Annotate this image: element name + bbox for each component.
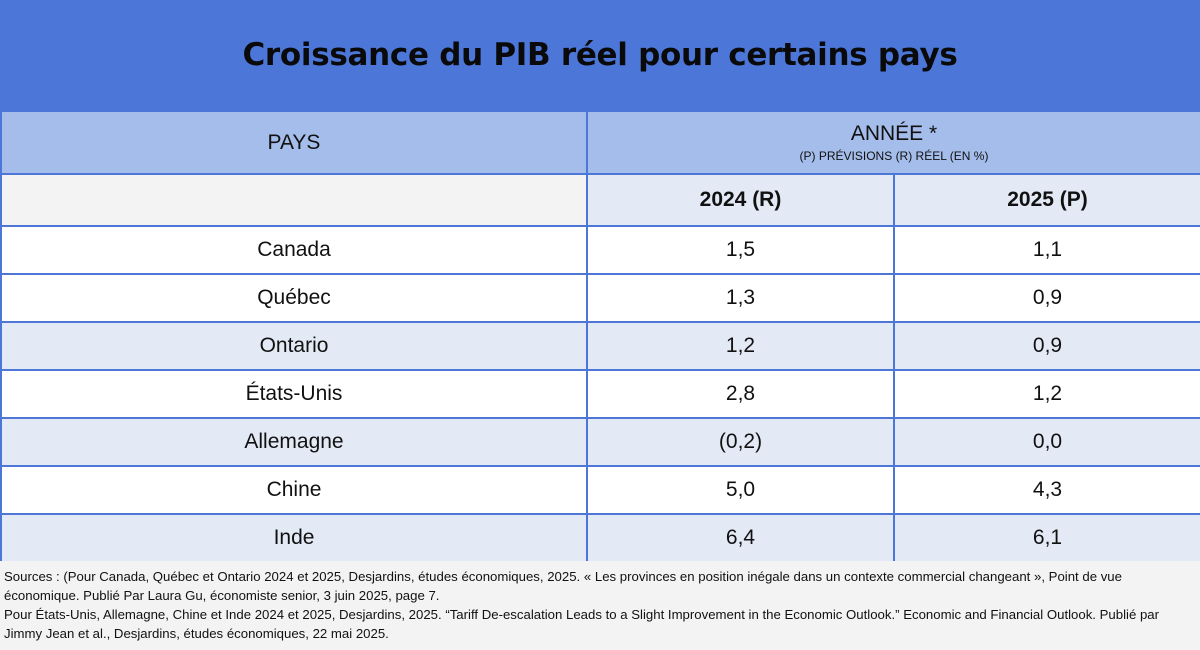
page-title: Croissance du PIB réel pour certains pay…	[242, 37, 958, 73]
column-header-2024: 2024 (R)	[586, 173, 895, 227]
country-cell: Inde	[0, 513, 588, 563]
value-2025-cell: 4,3	[892, 465, 1200, 515]
country-cell: Allemagne	[0, 417, 588, 467]
value-2024-cell: (0,2)	[586, 417, 895, 467]
table-row: Ontario 1,2 0,9	[0, 321, 1200, 371]
value-2024-cell: 1,3	[586, 273, 895, 323]
table-row: Chine 5,0 4,3	[0, 465, 1200, 515]
country-cell: États-Unis	[0, 369, 588, 419]
country-cell: Chine	[0, 465, 588, 515]
header-row: PAYS ANNÉE * (P) PRÉVISIONS (R) RÉEL (EN…	[0, 110, 1200, 175]
table-body: Canada 1,5 1,1 Québec 1,3 0,9 Ontario 1,…	[0, 225, 1200, 563]
table-row: Québec 1,3 0,9	[0, 273, 1200, 323]
value-2025-cell: 0,0	[892, 417, 1200, 467]
sources-paragraph-2: Pour États-Unis, Allemagne, Chine et Ind…	[4, 607, 1160, 641]
table-row: États-Unis 2,8 1,2	[0, 369, 1200, 419]
column-header-year-group: ANNÉE * (P) PRÉVISIONS (R) RÉEL (EN %)	[585, 110, 1200, 175]
table-row: Canada 1,5 1,1	[0, 225, 1200, 275]
column-header-2025: 2025 (P)	[892, 173, 1200, 227]
sources-note: Sources : (Pour Canada, Québec et Ontari…	[0, 561, 1200, 650]
value-2024-cell: 2,8	[586, 369, 895, 419]
gdp-table: PAYS ANNÉE * (P) PRÉVISIONS (R) RÉEL (EN…	[0, 110, 1200, 563]
blank-header-cell	[0, 173, 588, 227]
value-2025-cell: 1,2	[892, 369, 1200, 419]
table-row: Allemagne (0,2) 0,0	[0, 417, 1200, 467]
year-group-note: (P) PRÉVISIONS (R) RÉEL (EN %)	[799, 148, 989, 163]
country-cell: Ontario	[0, 321, 588, 371]
value-2024-cell: 1,5	[586, 225, 895, 275]
value-2024-cell: 5,0	[586, 465, 895, 515]
title-bar: Croissance du PIB réel pour certains pay…	[0, 0, 1200, 110]
value-2024-cell: 1,2	[586, 321, 895, 371]
value-2025-cell: 1,1	[892, 225, 1200, 275]
year-group-label: ANNÉE *	[850, 121, 938, 145]
column-header-country: PAYS	[0, 110, 588, 175]
year-row: 2024 (R) 2025 (P)	[0, 173, 1200, 227]
sources-paragraph-1: Sources : (Pour Canada, Québec et Ontari…	[4, 569, 1122, 603]
table-row: Inde 6,4 6,1	[0, 513, 1200, 563]
country-cell: Canada	[0, 225, 588, 275]
country-cell: Québec	[0, 273, 588, 323]
value-2024-cell: 6,4	[586, 513, 895, 563]
value-2025-cell: 0,9	[892, 321, 1200, 371]
value-2025-cell: 0,9	[892, 273, 1200, 323]
value-2025-cell: 6,1	[892, 513, 1200, 563]
